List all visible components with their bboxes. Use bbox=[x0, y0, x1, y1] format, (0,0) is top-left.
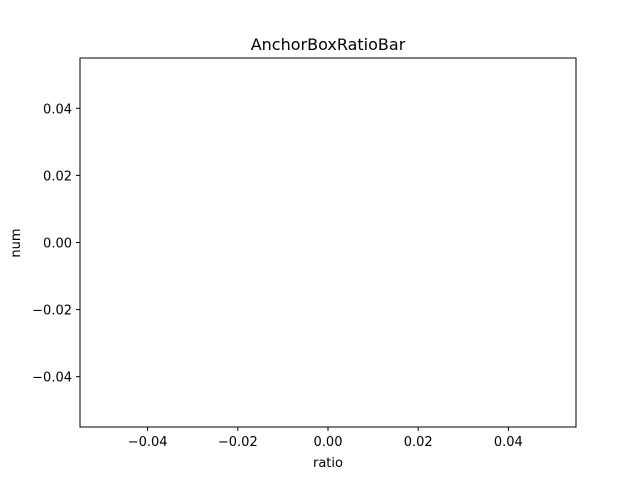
plot-area bbox=[80, 58, 576, 427]
x-tick-label: −0.04 bbox=[128, 435, 168, 450]
x-axis-label: ratio bbox=[313, 456, 343, 471]
y-tick-label: 0.04 bbox=[43, 102, 72, 117]
y-axis-label: num bbox=[9, 228, 24, 257]
y-tick-label: −0.04 bbox=[32, 371, 72, 386]
y-tick-label: 0.00 bbox=[43, 237, 72, 252]
x-tick-label: −0.02 bbox=[218, 435, 258, 450]
plot-frame bbox=[79, 57, 577, 428]
y-tick-label: 0.02 bbox=[43, 169, 72, 184]
x-tick-label: 0.00 bbox=[314, 435, 343, 450]
x-tick-label: 0.02 bbox=[404, 435, 433, 450]
y-tick-label: −0.02 bbox=[32, 304, 72, 319]
x-tick-label: 0.04 bbox=[494, 435, 523, 450]
ticks-layer: −0.04 −0.02 0.00 0.02 0.04 −0.04 −0.02 0.00 0.02… bbox=[32, 102, 523, 450]
chart-title: AnchorBoxRatioBar bbox=[251, 35, 406, 54]
